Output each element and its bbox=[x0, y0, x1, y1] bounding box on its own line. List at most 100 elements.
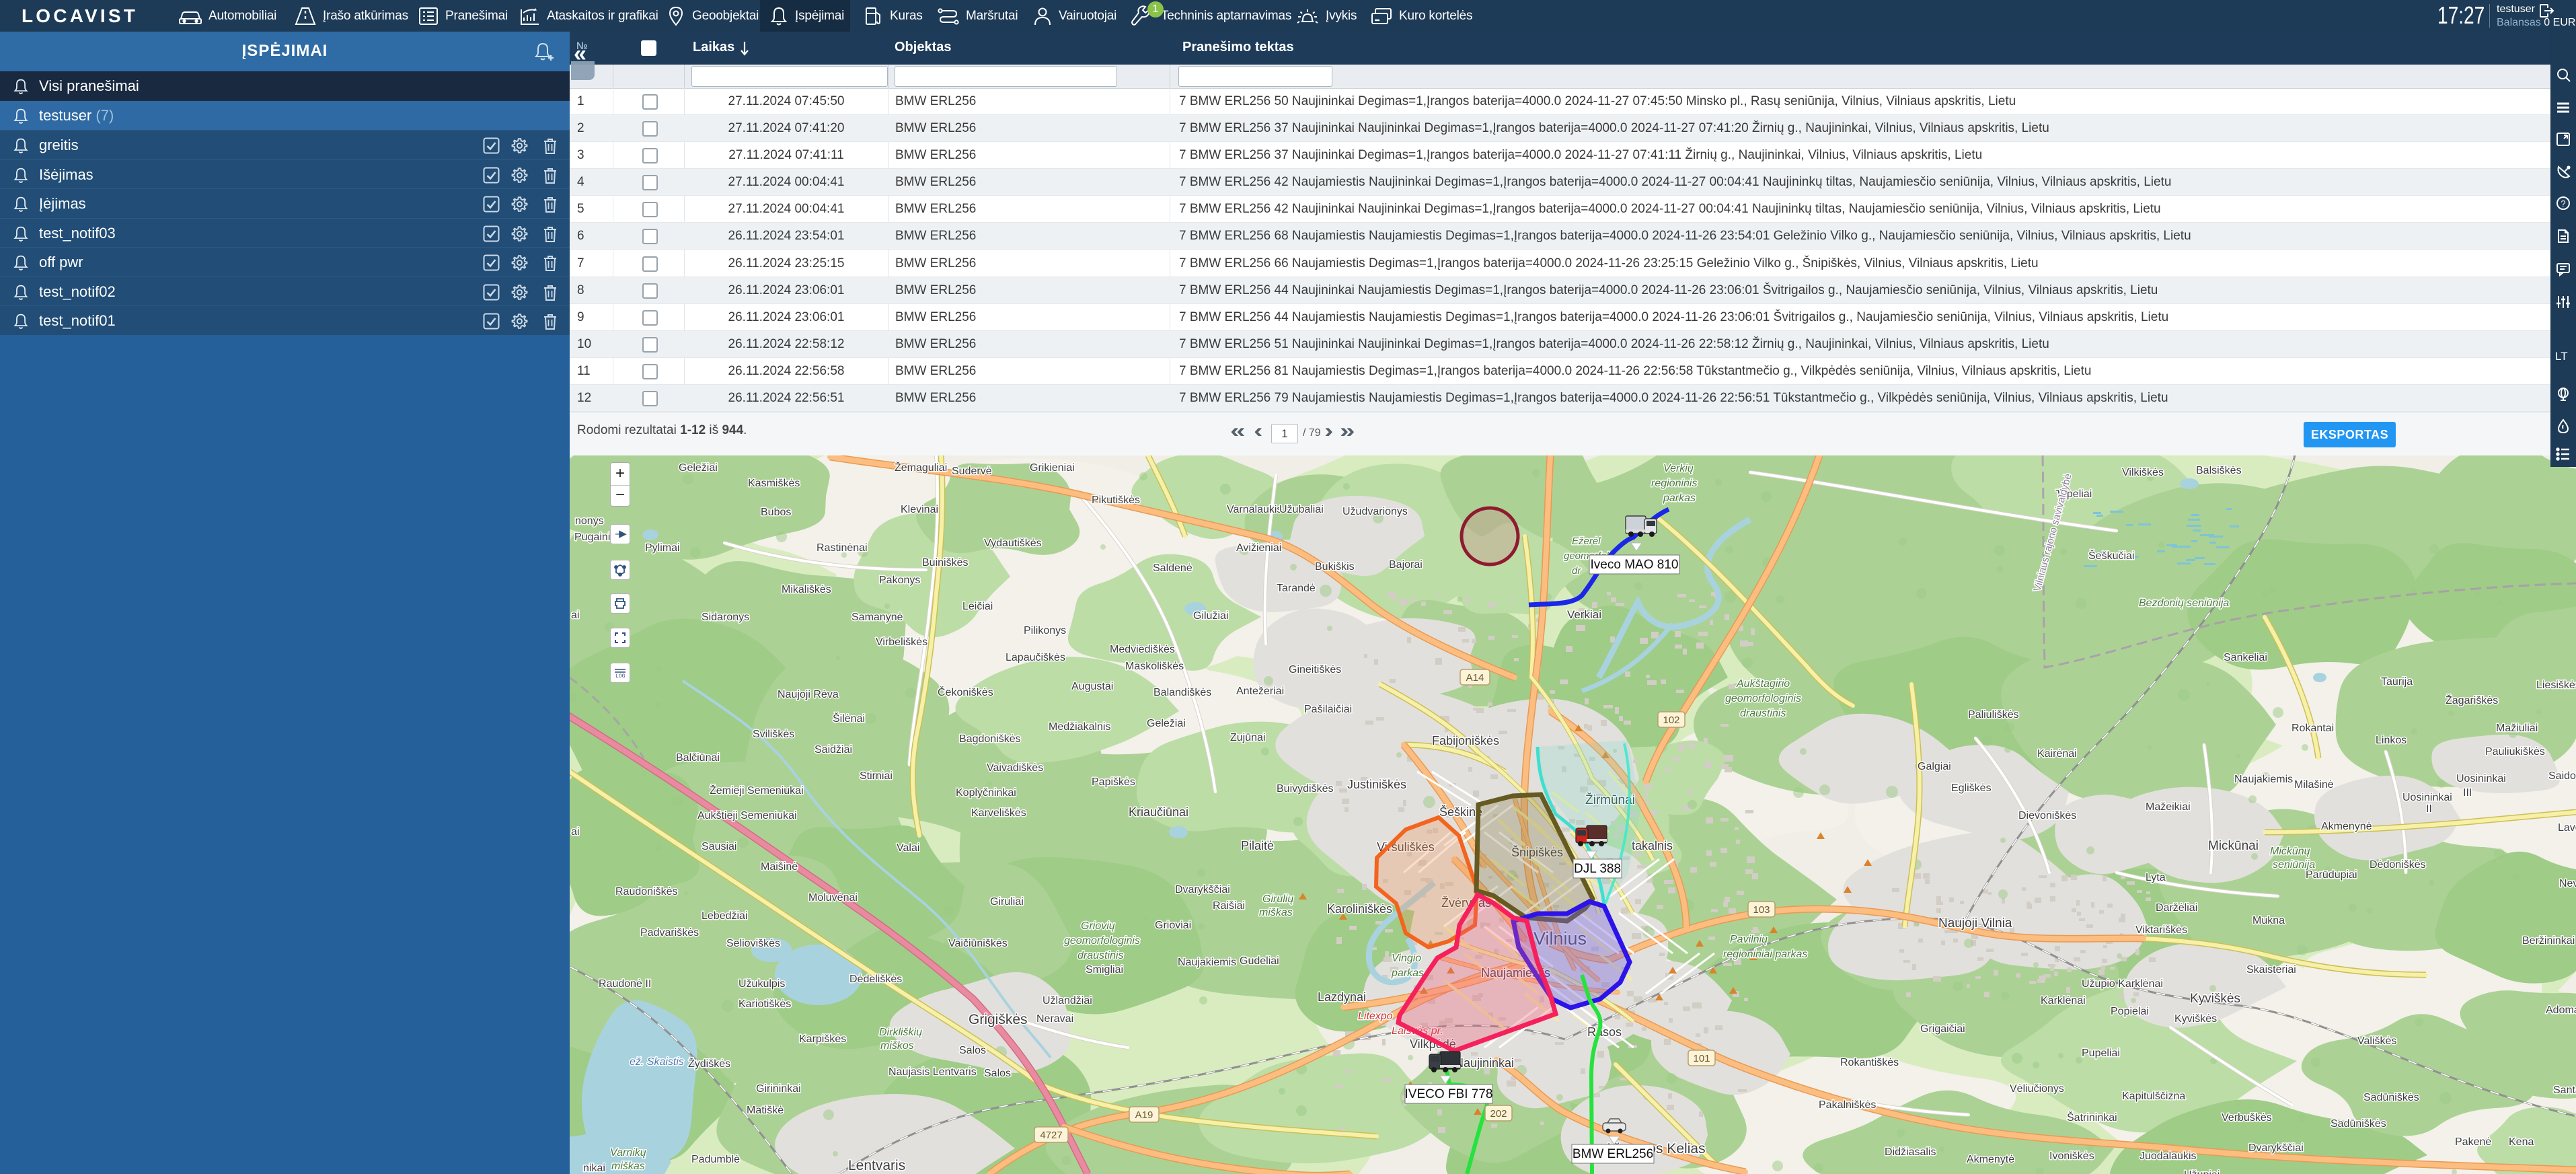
svg-text:Buiniškės: Buiniškės bbox=[922, 557, 968, 568]
svg-text:Žemieji Semeniukai: Žemieji Semeniukai bbox=[710, 784, 804, 797]
svg-text:Dėdeliškės: Dėdeliškės bbox=[849, 974, 902, 985]
svg-text:Karveliškės: Karveliškės bbox=[971, 807, 1026, 819]
svg-text:Girulių: Girulių bbox=[1262, 893, 1293, 905]
svg-text:Popielai: Popielai bbox=[2111, 1006, 2149, 1017]
svg-text:Gineitiškės: Gineitiškės bbox=[1289, 664, 1341, 675]
svg-text:Girininkai: Girininkai bbox=[756, 1083, 801, 1095]
svg-text:ai: ai bbox=[571, 610, 579, 621]
svg-text:Rokantiškės: Rokantiškės bbox=[1840, 1057, 1899, 1068]
svg-text:Mickūnai: Mickūnai bbox=[2208, 839, 2259, 853]
svg-text:Grioviai: Grioviai bbox=[1155, 920, 1191, 931]
svg-text:Šilėnai: Šilėnai bbox=[833, 712, 865, 725]
svg-text:Maišinė: Maišinė bbox=[761, 861, 798, 873]
svg-text:Grikieniai: Grikieniai bbox=[1030, 462, 1075, 474]
svg-text:Bagdoniškės: Bagdoniškės bbox=[959, 733, 1021, 745]
svg-text:miškos: miškos bbox=[880, 1040, 914, 1052]
svg-text:Saidotiškės: Saidotiškės bbox=[2548, 770, 2576, 782]
svg-text:A14: A14 bbox=[1466, 672, 1484, 684]
svg-text:Naujakiemis: Naujakiemis bbox=[2234, 774, 2293, 785]
svg-text:Pašilaičiai: Pašilaičiai bbox=[1304, 704, 1352, 715]
svg-text:Virbeliškės: Virbeliškės bbox=[876, 636, 927, 648]
svg-text:Verkių: Verkių bbox=[1663, 463, 1694, 474]
svg-text:Parūdupiai: Parūdupiai bbox=[2306, 869, 2357, 881]
svg-text:Litexpo: Litexpo bbox=[1358, 1011, 1393, 1022]
svg-text:Viktariškės: Viktariškės bbox=[2135, 924, 2187, 936]
svg-text:Kyviškės: Kyviškės bbox=[2190, 992, 2240, 1006]
svg-text:Matiškė: Matiškė bbox=[747, 1105, 784, 1116]
svg-text:Naujoji Rėva: Naujoji Rėva bbox=[778, 689, 839, 700]
svg-text:Bukiškis: Bukiškis bbox=[1315, 561, 1355, 573]
svg-text:A19: A19 bbox=[1135, 1109, 1153, 1121]
svg-text:Smigliai: Smigliai bbox=[1086, 964, 1123, 976]
svg-text:Dirkliškių: Dirkliškių bbox=[879, 1027, 922, 1038]
svg-text:Užudvarionys: Užudvarionys bbox=[1342, 506, 1408, 517]
svg-text:Valai: Valai bbox=[897, 842, 919, 854]
svg-text:Sudervė: Sudervė bbox=[952, 466, 992, 477]
svg-text:Sadūniškės: Sadūniškės bbox=[2363, 1092, 2419, 1103]
svg-text:Šnipiškės: Šnipiškės bbox=[1511, 845, 1563, 859]
svg-text:Avižieniai: Avižieniai bbox=[1236, 542, 1281, 554]
svg-text:202: 202 bbox=[1490, 1108, 1507, 1120]
svg-text:Ežerėl: Ežerėl bbox=[1572, 536, 1601, 547]
svg-text:Lentvaris: Lentvaris bbox=[848, 1158, 905, 1173]
svg-text:Verkiai: Verkiai bbox=[1567, 608, 1601, 621]
svg-text:miškas: miškas bbox=[1259, 907, 1293, 918]
svg-text:Vingio: Vingio bbox=[1392, 953, 1421, 964]
svg-text:Papiškės: Papiškės bbox=[1092, 776, 1135, 788]
svg-text:Lavo: Lavo bbox=[2558, 822, 2576, 834]
svg-text:Grigiškės: Grigiškės bbox=[969, 1012, 1028, 1027]
svg-text:nonys: nonys bbox=[575, 515, 604, 527]
svg-text:Linkos: Linkos bbox=[2376, 735, 2407, 746]
svg-text:Balsiškės: Balsiškės bbox=[2196, 465, 2242, 476]
svg-text:nikai: nikai bbox=[583, 1163, 605, 1174]
svg-text:Rasos: Rasos bbox=[1587, 1025, 1622, 1039]
svg-text:Medviediškės: Medviediškės bbox=[1110, 644, 1175, 655]
svg-text:Vilnius: Vilnius bbox=[1533, 928, 1587, 949]
svg-text:Mažiuliai: Mažiuliai bbox=[2496, 723, 2538, 734]
svg-text:Dėdoniškės: Dėdoniškės bbox=[2370, 859, 2426, 871]
svg-text:Žydiškės: Žydiškės bbox=[688, 1057, 730, 1070]
svg-text:Mažeikiai: Mažeikiai bbox=[2146, 801, 2191, 813]
svg-text:Raudonė II: Raudonė II bbox=[599, 978, 651, 990]
svg-text:Selioviškės: Selioviškės bbox=[726, 938, 780, 949]
svg-text:Pakalniškės: Pakalniškės bbox=[1819, 1099, 1876, 1111]
svg-text:Liesiškės: Liesiškės bbox=[2536, 680, 2576, 691]
svg-text:Vališkės: Vališkės bbox=[2357, 1035, 2396, 1047]
svg-text:regioninis: regioninis bbox=[1651, 478, 1697, 489]
svg-text:Klevinai: Klevinai bbox=[901, 504, 938, 515]
svg-text:IVECO FBI 778: IVECO FBI 778 bbox=[1405, 1087, 1493, 1101]
svg-text:Dievoniškės: Dievoniškės bbox=[2018, 810, 2076, 821]
svg-text:Buivydiškės: Buivydiškės bbox=[1277, 783, 1333, 795]
svg-text:Pakonys: Pakonys bbox=[879, 575, 920, 586]
svg-text:Egliškės: Egliškės bbox=[1951, 782, 1992, 794]
svg-text:Sidaronys: Sidaronys bbox=[702, 612, 749, 623]
svg-text:Aukštieji Semeniukai: Aukštieji Semeniukai bbox=[697, 810, 797, 821]
svg-text:Moluvėnai: Moluvėnai bbox=[808, 892, 858, 904]
svg-text:Vilkiškės: Vilkiškės bbox=[2122, 467, 2164, 478]
svg-text:parkas: parkas bbox=[1391, 967, 1424, 979]
svg-text:Šatrininkai: Šatrininkai bbox=[2067, 1111, 2117, 1124]
svg-text:geomorfologinis: geomorfologinis bbox=[1064, 935, 1140, 947]
svg-text:Kariotiškės: Kariotiškės bbox=[738, 998, 791, 1010]
svg-text:Žemaguliai: Žemaguliai bbox=[895, 461, 947, 474]
svg-text:Ivoniškės: Ivoniškės bbox=[2049, 1150, 2094, 1162]
svg-text:draustinis: draustinis bbox=[1077, 950, 1123, 961]
svg-text:Pupeliai: Pupeliai bbox=[2082, 1048, 2120, 1059]
svg-text:Akmenynė: Akmenynė bbox=[2321, 821, 2372, 832]
svg-text:III: III bbox=[2463, 787, 2472, 799]
svg-text:Užlandžiai: Užlandžiai bbox=[1043, 995, 1092, 1006]
svg-text:Vaivadiškės: Vaivadiškės bbox=[987, 762, 1043, 774]
svg-text:Šeškučiai: Šeškučiai bbox=[2088, 549, 2134, 562]
svg-text:Padumblė: Padumblė bbox=[691, 1154, 740, 1165]
svg-text:Mukna: Mukna bbox=[2252, 915, 2285, 926]
svg-text:Samanynė: Samanynė bbox=[851, 612, 903, 623]
svg-text:Kyviškės: Kyviškės bbox=[2174, 1013, 2217, 1025]
svg-text:Lyta: Lyta bbox=[2146, 872, 2166, 883]
svg-text:Naujasis Lentvaris: Naujasis Lentvaris bbox=[888, 1066, 977, 1078]
svg-text:Lebedžiai: Lebedžiai bbox=[702, 910, 748, 922]
svg-text:Vydautiškės: Vydautiškės bbox=[984, 538, 1042, 549]
svg-text:Uosininkai: Uosininkai bbox=[2456, 773, 2506, 784]
svg-text:Didžiasalis: Didžiasalis bbox=[1885, 1146, 1936, 1158]
svg-text:Pikutiškės: Pikutiškės bbox=[1092, 494, 1140, 506]
svg-text:Grigaičiai: Grigaičiai bbox=[1920, 1023, 1965, 1035]
